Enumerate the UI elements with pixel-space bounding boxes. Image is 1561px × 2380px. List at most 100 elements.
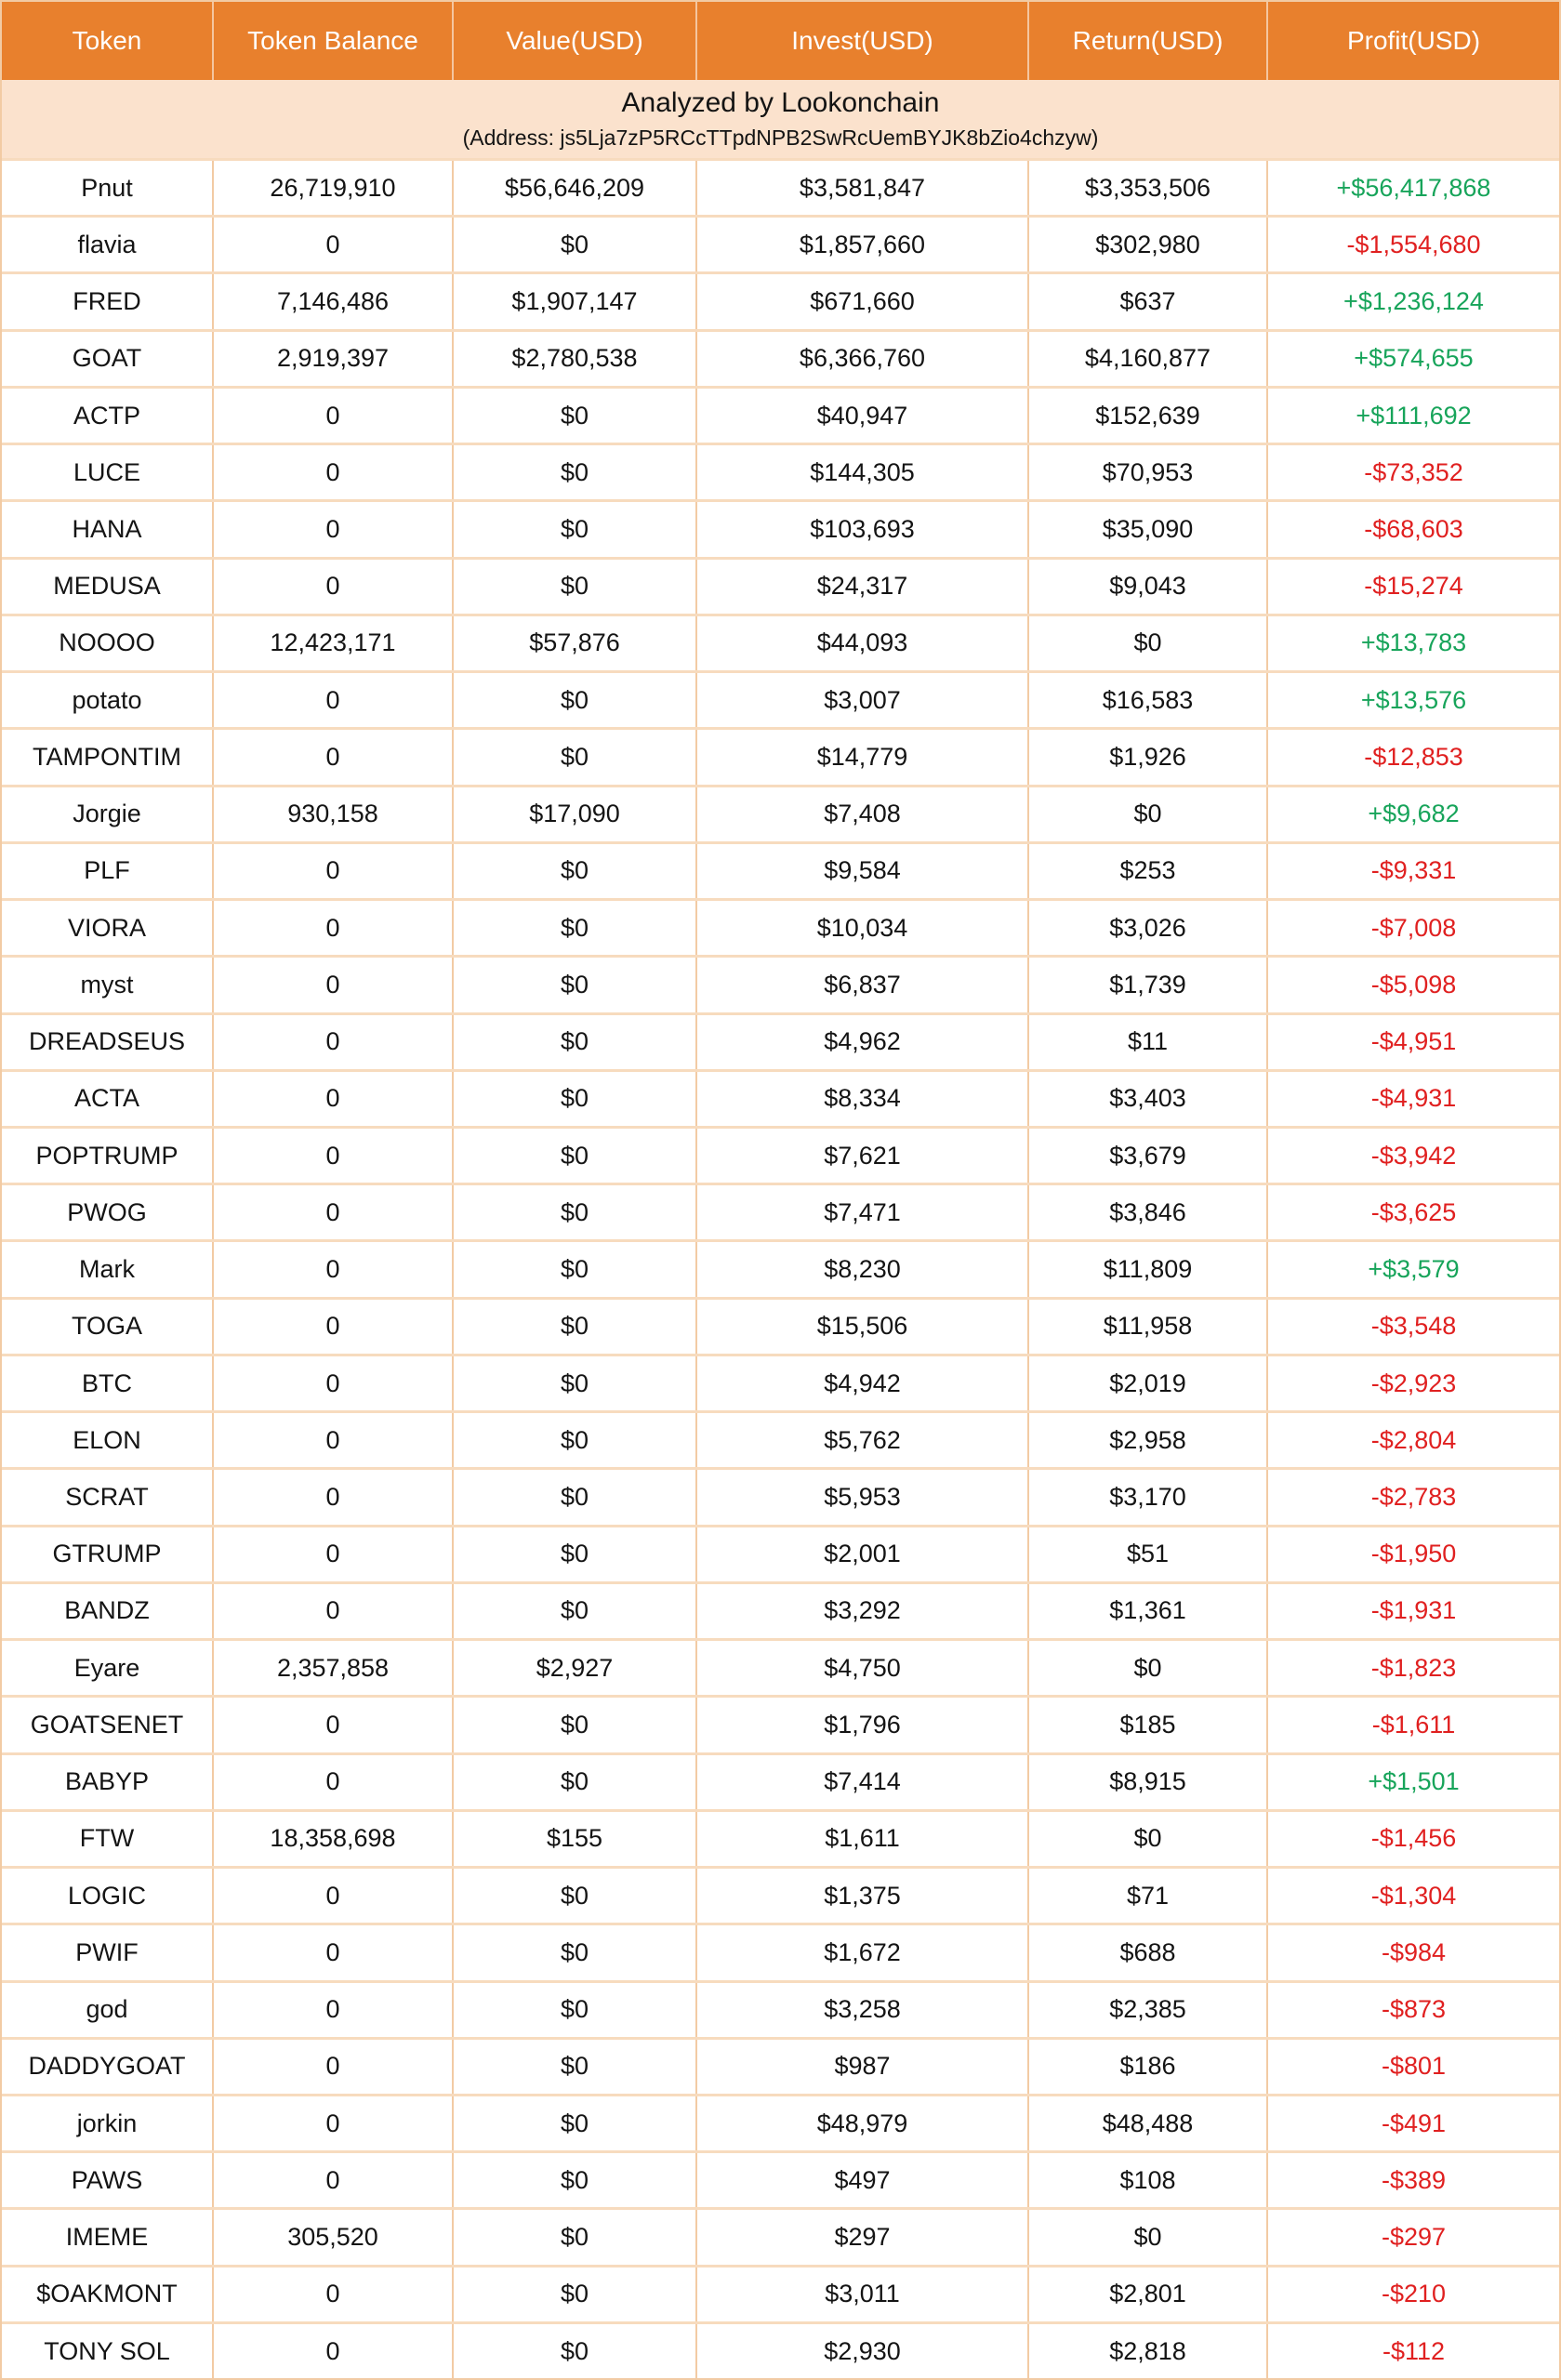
invest-usd-cell: $2,930 bbox=[695, 2323, 1027, 2379]
table-row: TAMPONTIM 0 $0 $14,779 $1,926 -$12,853 bbox=[2, 727, 1559, 785]
token-cell: DREADSEUS bbox=[28, 1027, 186, 1056]
table-row: flavia 0 $0 $1,857,660 $302,980 -$1,554,… bbox=[2, 215, 1559, 272]
table-row: DADDYGOAT 0 $0 $987 $186 -$801 bbox=[2, 2036, 1559, 2094]
table-row: IMEME 305,520 $0 $297 $0 -$297 bbox=[2, 2207, 1559, 2265]
return-usd-cell: $637 bbox=[1027, 274, 1266, 329]
token-cell: god bbox=[86, 1995, 128, 2024]
profit-usd-cell: +$3,579 bbox=[1266, 1242, 1559, 1297]
token-balance-cell: 0 bbox=[212, 1925, 452, 1980]
return-usd-cell: $4,160,877 bbox=[1027, 331, 1266, 386]
token-cell: FTW bbox=[79, 1824, 135, 1853]
value-usd-cell: $0 bbox=[452, 2096, 695, 2151]
invest-usd-cell: $144,305 bbox=[695, 445, 1027, 500]
token-cell: HANA bbox=[72, 515, 142, 544]
table-row: DREADSEUS 0 $0 $4,962 $11 -$4,951 bbox=[2, 1012, 1559, 1069]
invest-usd-cell: $10,034 bbox=[695, 901, 1027, 956]
profit-usd-cell: +$9,682 bbox=[1266, 787, 1559, 841]
invest-usd-cell: $2,001 bbox=[695, 1527, 1027, 1581]
value-usd-cell: $0 bbox=[452, 2039, 695, 2094]
profit-usd-cell: -$2,923 bbox=[1266, 1355, 1559, 1411]
table-row: FRED 7,146,486 $1,907,147 $671,660 $637 … bbox=[2, 271, 1559, 329]
return-usd-cell: $2,818 bbox=[1027, 2323, 1266, 2379]
value-usd-cell: $0 bbox=[452, 730, 695, 785]
token-cell: PAWS bbox=[71, 2165, 143, 2194]
invest-usd-cell: $5,953 bbox=[695, 1470, 1027, 1525]
return-usd-cell: $9,043 bbox=[1027, 559, 1266, 614]
value-usd-cell: $1,907,147 bbox=[452, 274, 695, 329]
token-cell: jorkin bbox=[76, 2109, 138, 2137]
token-cell: Eyare bbox=[73, 1653, 140, 1682]
invest-usd-cell: $6,837 bbox=[695, 958, 1027, 1012]
table-row: ELON 0 $0 $5,762 $2,958 -$2,804 bbox=[2, 1410, 1559, 1468]
value-usd-cell: $0 bbox=[452, 1014, 695, 1069]
profit-usd-cell: -$1,823 bbox=[1266, 1641, 1559, 1696]
return-usd-cell: $70,953 bbox=[1027, 445, 1266, 500]
token-balance-cell: 0 bbox=[212, 1185, 452, 1240]
return-usd-cell: $2,019 bbox=[1027, 1355, 1266, 1411]
token-balance-cell: 0 bbox=[212, 1071, 452, 1126]
return-usd-cell: $48,488 bbox=[1027, 2096, 1266, 2151]
invest-usd-cell: $44,093 bbox=[695, 615, 1027, 671]
profit-usd-cell: -$873 bbox=[1266, 1982, 1559, 2037]
token-cell: PLF bbox=[84, 856, 130, 885]
profit-usd-cell: -$3,942 bbox=[1266, 1128, 1559, 1183]
value-usd-cell: $56,646,209 bbox=[452, 161, 695, 216]
return-usd-cell: $186 bbox=[1027, 2039, 1266, 2094]
profit-usd-cell: -$2,804 bbox=[1266, 1413, 1559, 1468]
value-usd-cell: $2,780,538 bbox=[452, 331, 695, 386]
return-usd-cell: $11,809 bbox=[1027, 1242, 1266, 1297]
token-cell: POPTRUMP bbox=[35, 1141, 179, 1170]
return-usd-cell: $688 bbox=[1027, 1925, 1266, 1980]
value-usd-cell: $0 bbox=[452, 1299, 695, 1354]
token-cell: IMEME bbox=[65, 2223, 149, 2252]
table-row: BABYP 0 $0 $7,414 $8,915 +$1,501 bbox=[2, 1752, 1559, 1809]
token-cell: TOGA bbox=[71, 1312, 143, 1341]
token-cell: VIORA bbox=[67, 913, 147, 942]
token-balance-cell: 2,357,858 bbox=[212, 1641, 452, 1696]
token-cell: myst bbox=[80, 970, 134, 998]
profit-usd-cell: +$56,417,868 bbox=[1266, 161, 1559, 216]
value-usd-cell: $0 bbox=[452, 1242, 695, 1297]
invest-usd-cell: $3,292 bbox=[695, 1583, 1027, 1639]
return-usd-cell: $0 bbox=[1027, 2210, 1266, 2265]
table-row: Mark 0 $0 $8,230 $11,809 +$3,579 bbox=[2, 1239, 1559, 1297]
profit-usd-cell: -$73,352 bbox=[1266, 445, 1559, 500]
invest-usd-cell: $48,979 bbox=[695, 2096, 1027, 2151]
token-cell: Mark bbox=[79, 1255, 135, 1284]
token-balance-cell: 930,158 bbox=[212, 787, 452, 841]
profit-usd-cell: -$5,098 bbox=[1266, 958, 1559, 1012]
table-row: Jorgie 930,158 $17,090 $7,408 $0 +$9,682 bbox=[2, 784, 1559, 841]
profit-usd-cell: +$574,655 bbox=[1266, 331, 1559, 386]
invest-usd-cell: $1,611 bbox=[695, 1811, 1027, 1867]
table-row: HANA 0 $0 $103,693 $35,090 -$68,603 bbox=[2, 499, 1559, 557]
invest-usd-cell: $7,621 bbox=[695, 1128, 1027, 1183]
token-cell: LUCE bbox=[73, 457, 141, 486]
token-cell: flavia bbox=[77, 230, 137, 258]
invest-usd-cell: $24,317 bbox=[695, 559, 1027, 614]
token-balance-cell: 0 bbox=[212, 1583, 452, 1639]
profit-usd-cell: -$389 bbox=[1266, 2153, 1559, 2208]
token-cell: BANDZ bbox=[64, 1596, 150, 1625]
table-row: POPTRUMP 0 $0 $7,621 $3,679 -$3,942 bbox=[2, 1125, 1559, 1183]
token-balance-cell: 0 bbox=[212, 2096, 452, 2151]
profit-usd-cell: -$15,274 bbox=[1266, 559, 1559, 614]
table-row: VIORA 0 $0 $10,034 $3,026 -$7,008 bbox=[2, 898, 1559, 956]
profit-usd-cell: -$297 bbox=[1266, 2210, 1559, 2265]
invest-usd-cell: $1,857,660 bbox=[695, 218, 1027, 272]
return-usd-cell: $253 bbox=[1027, 843, 1266, 899]
table-row: ACTP 0 $0 $40,947 $152,639 +$111,692 bbox=[2, 385, 1559, 443]
token-balance-cell: 0 bbox=[212, 559, 452, 614]
value-usd-cell: $155 bbox=[452, 1811, 695, 1867]
column-header-invest-usd: Invest(USD) bbox=[695, 2, 1027, 80]
value-usd-cell: $0 bbox=[452, 1185, 695, 1240]
table-row: PWIF 0 $0 $1,672 $688 -$984 bbox=[2, 1923, 1559, 1980]
value-usd-cell: $0 bbox=[452, 1071, 695, 1126]
value-usd-cell: $2,927 bbox=[452, 1641, 695, 1696]
value-usd-cell: $0 bbox=[452, 2210, 695, 2265]
table-row: PAWS 0 $0 $497 $108 -$389 bbox=[2, 2150, 1559, 2208]
profit-usd-cell: -$4,951 bbox=[1266, 1014, 1559, 1069]
value-usd-cell: $0 bbox=[452, 1869, 695, 1924]
table-row: NOOOO 12,423,171 $57,876 $44,093 $0 +$13… bbox=[2, 613, 1559, 671]
token-cell: GOATSENET bbox=[30, 1710, 184, 1739]
table-row: PWOG 0 $0 $7,471 $3,846 -$3,625 bbox=[2, 1183, 1559, 1240]
